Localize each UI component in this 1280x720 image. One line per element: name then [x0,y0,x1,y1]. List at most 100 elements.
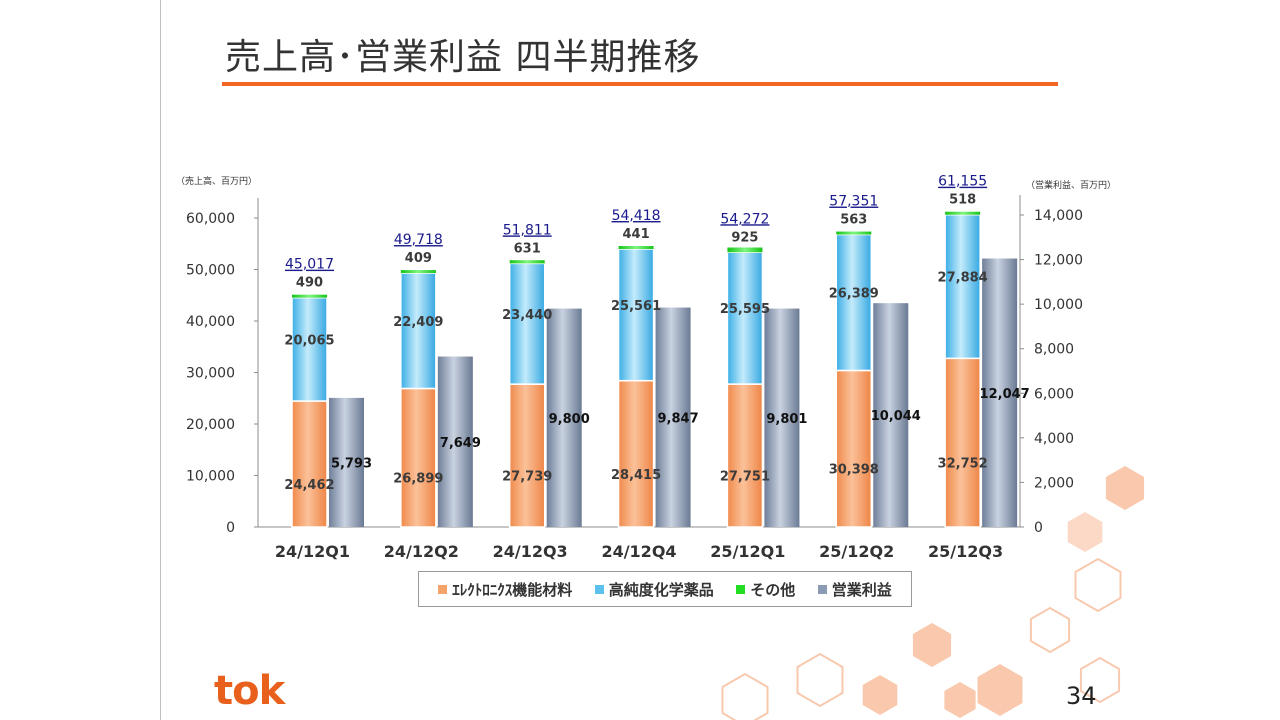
bar-electronics [835,369,873,528]
bar-chemicals [400,272,437,390]
bar-label-electronics: 26,899 [393,472,443,487]
bar-label-chemicals: 26,389 [829,286,879,301]
x-axis-category-label: 25/12Q1 [710,542,785,561]
hexagon-shape [1029,606,1071,654]
bar-operating-profit [655,307,691,527]
bar-label-electronics: 28,415 [611,468,661,483]
bar-label-other: 518 [949,193,976,208]
bar-chemicals [835,233,873,372]
x-axis-category-label: 24/12Q2 [384,542,459,561]
bar-operating-profit [546,308,582,527]
right-axis-tick-label: 0 [1034,520,1043,536]
left-axis-tick-label: 60,000 [186,211,235,227]
x-axis-category-label: 25/12Q2 [819,542,894,561]
bar-label-other: 441 [623,227,650,242]
bar-other [618,246,654,250]
bar-label-electronics: 32,752 [938,457,988,472]
bar-other [727,247,763,253]
legend-label-operating-profit: 営業利益 [831,580,892,599]
right-axis-tick-label: 12,000 [1034,253,1083,269]
hexagon-shape [944,682,976,718]
x-axis-category-label: 24/12Q4 [601,542,676,561]
bar-label-electronics: 24,462 [284,478,334,493]
right-axis-tick-label: 2,000 [1034,475,1074,491]
bar-electronics [617,379,655,528]
bar-operating-profit [764,308,800,527]
hexagon-shape [796,652,844,708]
bar-label-operating-profit: 9,801 [766,412,807,427]
bar-label-operating-profit: 9,847 [658,411,699,426]
bar-label-operating-profit: 9,800 [549,412,590,427]
x-axis-category-label: 24/12Q3 [493,542,568,561]
hexagon-shape [862,675,898,715]
bar-label-other: 631 [514,241,541,256]
bar-label-chemicals: 25,561 [611,299,661,314]
legend-swatch-chemicals [594,584,604,594]
left-axis-unit-label: （売上高、百万円） [176,175,257,187]
right-axis-unit-label: （営業利益、百万円） [1026,179,1116,191]
x-axis-category-label: 24/12Q1 [275,542,350,561]
bar-other [509,260,545,264]
hexagon-shape [1105,466,1145,510]
bar-electronics [291,400,328,528]
bar-operating-profit [437,356,473,527]
bar-chemicals [508,262,546,385]
slide-left-rule [160,0,161,720]
bar-label-chemicals: 27,884 [938,271,988,286]
bar-label-other: 409 [405,251,432,266]
left-axis-tick-label: 30,000 [186,366,235,382]
hexagon-shape [1074,557,1122,613]
bar-other [400,270,436,274]
legend-item-other: その他 [736,579,795,600]
page-number: 34 [1066,682,1097,710]
right-axis-tick-label: 10,000 [1034,297,1083,313]
bar-total-label: 57,351 [829,194,878,210]
hexagon-shape [912,623,952,667]
legend-label-electronics: ｴﾚｸﾄﾛﾆｸｽ機能材料 [452,580,573,599]
company-logo: tok [214,668,285,714]
bar-other [945,211,981,215]
bar-chemicals [291,296,328,402]
right-axis-tick-label: 6,000 [1034,386,1074,402]
left-axis-tick-label: 0 [226,520,235,536]
slide-title: 売上高･営業利益 四半期推移 [225,37,701,78]
legend-swatch-operating-profit [817,584,827,594]
bar-label-other: 925 [731,230,758,245]
bar-total-label: 49,718 [394,232,443,248]
hexagon-shape [1079,656,1121,704]
bar-chemicals [944,213,981,360]
left-axis-tick-label: 40,000 [186,314,235,330]
bar-total-label: 61,155 [938,174,987,190]
bar-electronics [400,387,437,528]
right-axis-tick-label: 14,000 [1034,208,1083,224]
legend-swatch-electronics [438,584,448,594]
bar-label-operating-profit: 7,649 [440,436,481,451]
bar-total-label: 54,418 [612,208,661,224]
legend-label-chemicals: 高純度化学薬品 [608,580,714,599]
hexagon-shape [1067,512,1103,552]
legend-label-other: その他 [750,580,796,599]
bar-label-other: 563 [840,213,867,228]
right-axis-tick-label: 4,000 [1034,431,1074,447]
bar-chemicals [726,251,764,385]
bar-electronics [508,383,546,528]
legend-item-electronics: ｴﾚｸﾄﾛﾆｸｽ機能材料 [438,579,572,600]
x-axis-category-label: 25/12Q3 [928,542,1003,561]
bar-label-chemicals: 20,065 [284,333,334,348]
bar-total-label: 45,017 [285,257,334,273]
bar-label-other: 490 [296,276,323,291]
bar-label-operating-profit: 5,793 [331,456,372,471]
title-underline [222,82,1058,86]
bar-other [836,231,872,235]
bar-total-label: 54,272 [720,211,769,227]
legend-item-chemicals: 高純度化学薬品 [594,579,714,600]
bar-label-operating-profit: 12,047 [980,387,1030,402]
left-axis-tick-label: 20,000 [186,417,235,433]
bar-label-operating-profit: 10,044 [871,409,921,424]
left-axis-tick-label: 10,000 [186,469,235,485]
bar-operating-profit [329,397,364,527]
bar-label-chemicals: 22,409 [393,315,443,330]
hexagon-shape [977,664,1023,716]
